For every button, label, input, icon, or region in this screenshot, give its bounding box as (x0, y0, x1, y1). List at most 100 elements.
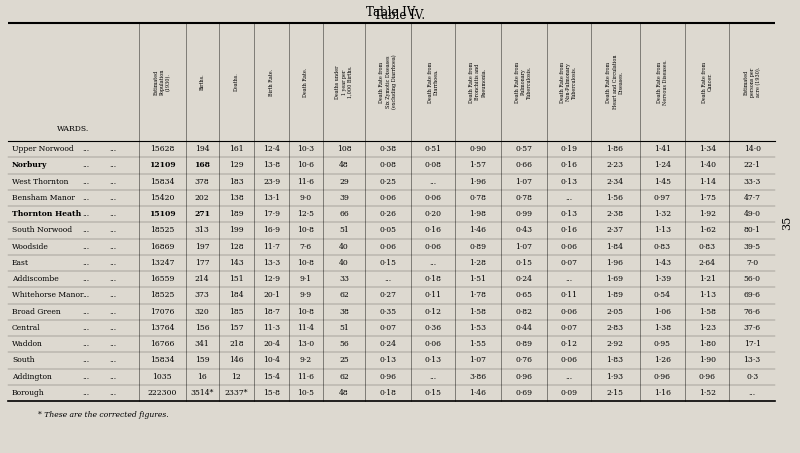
Text: West Thornton: West Thornton (12, 178, 69, 186)
Text: 0·12: 0·12 (560, 340, 577, 348)
Text: 0·66: 0·66 (515, 161, 532, 169)
Text: 1·14: 1·14 (698, 178, 716, 186)
Text: 146: 146 (229, 357, 244, 364)
Text: Bensham Manor: Bensham Manor (12, 194, 75, 202)
Text: Waddon: Waddon (12, 340, 43, 348)
Text: 1·39: 1·39 (654, 275, 671, 283)
Text: 2·23: 2·23 (606, 161, 624, 169)
Text: 0·76: 0·76 (515, 357, 532, 364)
Text: 13·0: 13·0 (298, 340, 314, 348)
Text: South Norwood: South Norwood (12, 226, 72, 234)
Text: 1·58: 1·58 (470, 308, 486, 316)
Text: 0·36: 0·36 (425, 324, 442, 332)
Text: 177: 177 (195, 259, 210, 267)
Text: 0·13: 0·13 (425, 357, 442, 364)
Text: 0·27: 0·27 (380, 291, 397, 299)
Text: Whitehorse Manor: Whitehorse Manor (12, 291, 83, 299)
Text: 16559: 16559 (150, 275, 174, 283)
Text: 1·75: 1·75 (698, 194, 716, 202)
Text: 168: 168 (194, 161, 210, 169)
Text: Death Rate from
Cancer.: Death Rate from Cancer. (702, 62, 713, 102)
Text: Estimated
persons per
acre (1930).: Estimated persons per acre (1930). (743, 67, 761, 97)
Text: 0·06: 0·06 (425, 194, 442, 202)
Text: 313: 313 (194, 226, 210, 234)
Text: 0·44: 0·44 (515, 324, 532, 332)
Text: 10·8: 10·8 (298, 308, 314, 316)
Text: 1·32: 1·32 (654, 210, 671, 218)
Text: 0·15: 0·15 (425, 389, 442, 397)
Text: 18525: 18525 (150, 226, 174, 234)
Text: 199: 199 (229, 226, 244, 234)
Text: 0·07: 0·07 (560, 324, 577, 332)
Text: 35: 35 (782, 216, 792, 230)
Text: 0·78: 0·78 (470, 194, 486, 202)
Text: Woodside: Woodside (12, 243, 49, 251)
Text: 3514*: 3514* (190, 389, 214, 397)
Text: ...: ... (109, 194, 116, 202)
Text: WARDS.: WARDS. (57, 125, 90, 133)
Text: 0·08: 0·08 (425, 161, 442, 169)
Text: 0·25: 0·25 (380, 178, 397, 186)
Text: 183: 183 (229, 178, 244, 186)
Text: ...: ... (82, 161, 90, 169)
Text: Births.: Births. (200, 74, 205, 90)
Text: 29: 29 (339, 178, 349, 186)
Text: 1·41: 1·41 (654, 145, 671, 153)
Text: ...: ... (109, 178, 116, 186)
Text: 1·58: 1·58 (698, 308, 716, 316)
Text: ...: ... (109, 373, 116, 381)
Text: ...: ... (82, 373, 90, 381)
Text: 1·23: 1·23 (698, 324, 716, 332)
Text: ...: ... (82, 194, 90, 202)
Text: 15834: 15834 (150, 357, 174, 364)
Text: ...: ... (565, 194, 572, 202)
Text: 0·38: 0·38 (380, 145, 397, 153)
Text: ...: ... (109, 308, 116, 316)
Text: 10·8: 10·8 (298, 226, 314, 234)
Text: ...: ... (430, 178, 437, 186)
Text: 2·05: 2·05 (606, 308, 623, 316)
Text: 0·11: 0·11 (560, 291, 577, 299)
Text: 138: 138 (229, 194, 244, 202)
Text: 20·1: 20·1 (263, 291, 280, 299)
Text: ...: ... (565, 373, 572, 381)
Text: 0·06: 0·06 (560, 308, 577, 316)
Text: 1·24: 1·24 (654, 161, 671, 169)
Text: 108: 108 (337, 145, 351, 153)
Text: ...: ... (109, 210, 116, 218)
Text: 1·86: 1·86 (606, 145, 623, 153)
Text: 48: 48 (339, 161, 349, 169)
Text: 13·1: 13·1 (263, 194, 280, 202)
Text: 0·06: 0·06 (560, 243, 577, 251)
Text: ...: ... (109, 226, 116, 234)
Text: ...: ... (109, 291, 116, 299)
Text: 33·3: 33·3 (743, 178, 761, 186)
Text: 0·43: 0·43 (515, 226, 532, 234)
Text: 0·18: 0·18 (380, 389, 397, 397)
Text: ...: ... (109, 340, 116, 348)
Text: 1·93: 1·93 (606, 373, 624, 381)
Text: ...: ... (82, 291, 90, 299)
Text: 15109: 15109 (149, 210, 175, 218)
Text: 0·90: 0·90 (470, 145, 486, 153)
Text: 13247: 13247 (150, 259, 174, 267)
Text: 20·4: 20·4 (263, 340, 280, 348)
Text: ...: ... (82, 145, 90, 153)
Text: 0·83: 0·83 (654, 243, 671, 251)
Text: ...: ... (109, 357, 116, 364)
Text: ...: ... (82, 357, 90, 364)
Text: 1·46: 1·46 (470, 389, 486, 397)
Text: 1·07: 1·07 (515, 243, 532, 251)
Text: 15834: 15834 (150, 178, 174, 186)
Text: 0·08: 0·08 (380, 161, 397, 169)
Text: 1·51: 1·51 (470, 275, 486, 283)
Text: Deaths under
1 year per
1,000 Births.: Deaths under 1 year per 1,000 Births. (335, 65, 353, 99)
Text: 0·3: 0·3 (746, 373, 758, 381)
Text: 16·9: 16·9 (263, 226, 280, 234)
Text: 0·54: 0·54 (654, 291, 671, 299)
Text: 1·13: 1·13 (654, 226, 671, 234)
Text: ...: ... (82, 389, 90, 397)
Text: 0·89: 0·89 (515, 340, 532, 348)
Text: Death Rate from
Non-Pulmonary
Tuberculosis.: Death Rate from Non-Pulmonary Tuberculos… (560, 62, 578, 102)
Text: ...: ... (109, 259, 116, 267)
